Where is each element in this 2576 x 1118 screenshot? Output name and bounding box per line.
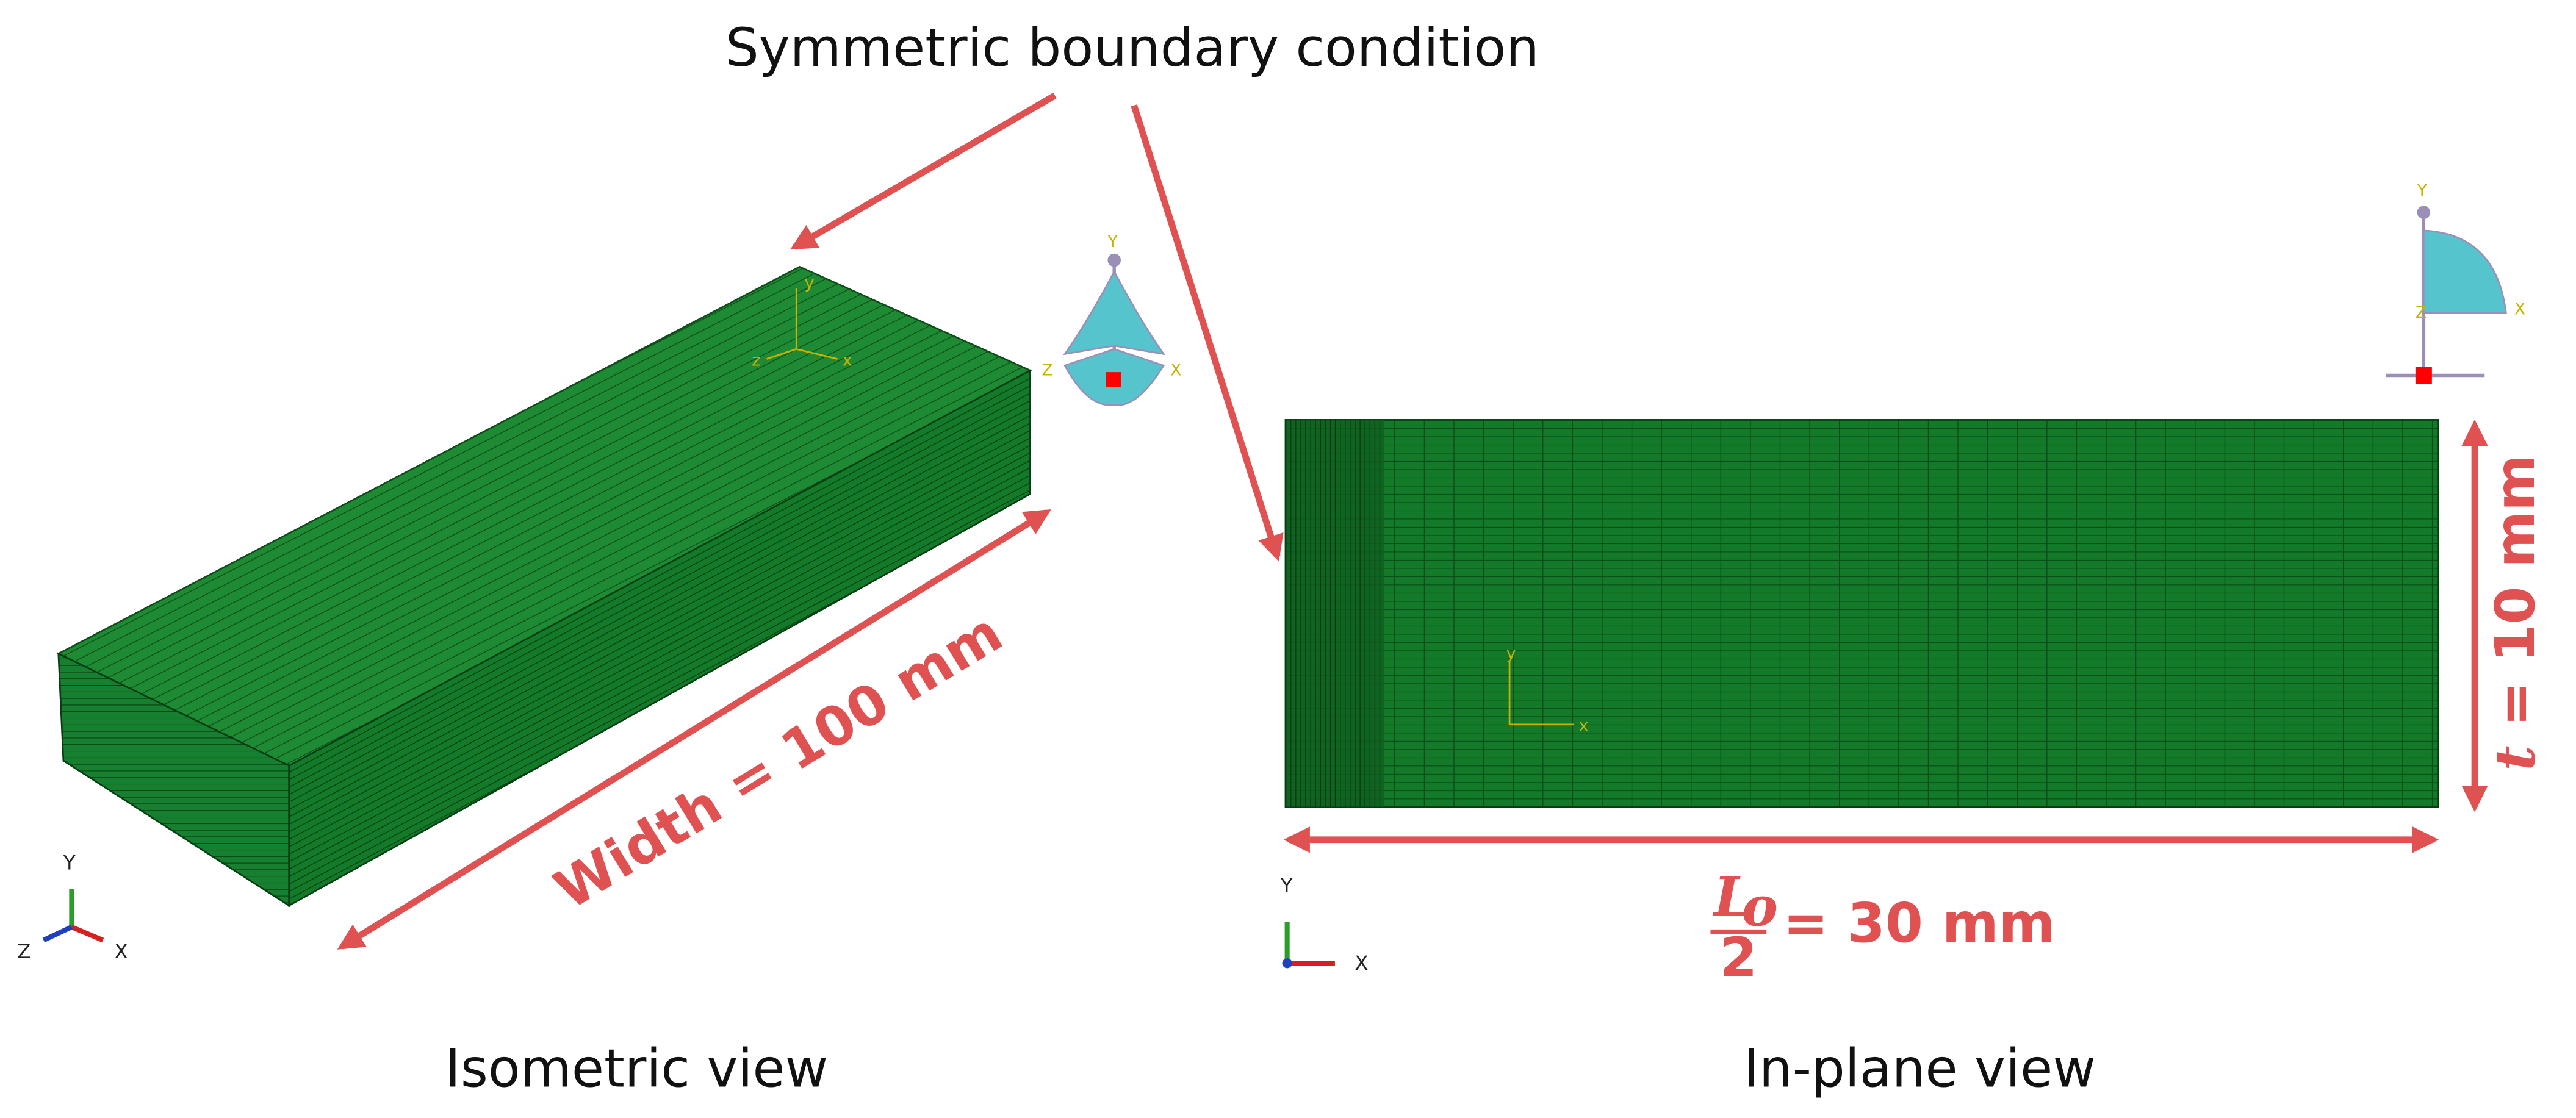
arrow	[790, 92, 1057, 250]
mesh-axes	[766, 288, 838, 360]
in-plane-mesh	[1284, 419, 2439, 808]
length-numerator: L	[1712, 865, 1752, 929]
triad	[1282, 922, 1335, 969]
length-text: = 30 mm	[1783, 892, 2055, 955]
thickness-label: t = 10 mm	[2483, 454, 2547, 770]
thickness-symbol: t	[2483, 745, 2547, 770]
axis-label: Z	[2416, 303, 2427, 322]
caption: Isometric view	[445, 1039, 828, 1100]
axis-label: Y	[1107, 232, 1118, 251]
axis-label: X	[1170, 360, 1182, 379]
length-label: L o 2 = 30 mm	[1710, 865, 2055, 990]
mesh-axes	[1508, 662, 1574, 726]
axis-label: X	[115, 940, 128, 963]
view-cube	[2386, 206, 2507, 384]
axis-label: Y	[1280, 874, 1293, 897]
axis-label: Z	[17, 940, 31, 963]
caption: In-plane view	[1744, 1039, 2096, 1100]
view-cube	[1063, 253, 1166, 406]
dimension-arrow	[337, 509, 1051, 950]
arrow	[1131, 104, 1284, 562]
triad	[42, 889, 104, 943]
axis-label: X	[1355, 951, 1368, 975]
axis-label: x	[843, 351, 852, 370]
title: Symmetric boundary condition	[725, 18, 1539, 79]
axis-label: Z	[1042, 360, 1053, 379]
axis-label: Y	[63, 851, 76, 874]
length-denominator: 2	[1719, 926, 1757, 990]
axis-label: X	[2514, 300, 2526, 319]
axis-label: Y	[2417, 181, 2428, 200]
axis-label: z	[752, 351, 760, 370]
axis-label: y	[1506, 644, 1516, 663]
axis-label: y	[805, 273, 815, 292]
axis-label: x	[1578, 717, 1588, 736]
refined-zone	[1285, 420, 1384, 807]
thickness-text: = 10 mm	[2484, 454, 2547, 726]
length-subscript: o	[1742, 875, 1778, 939]
isometric-mesh	[56, 265, 1032, 908]
